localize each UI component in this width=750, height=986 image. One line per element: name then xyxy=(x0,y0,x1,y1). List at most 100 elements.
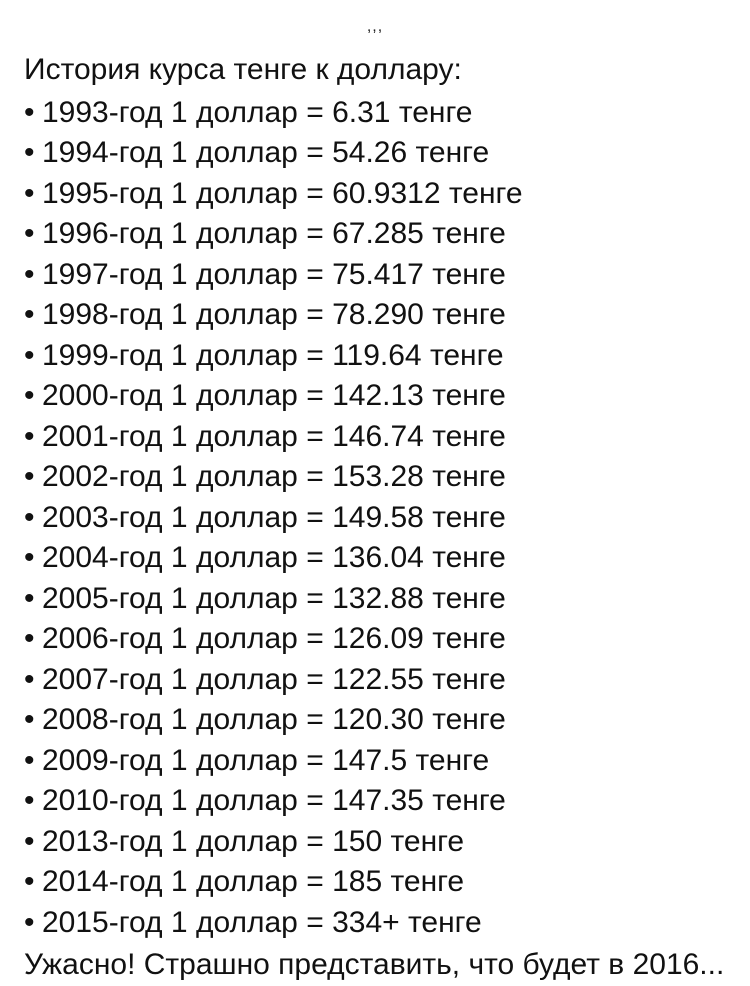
one-label: 1 xyxy=(171,582,188,615)
equals-sign: = xyxy=(306,501,324,534)
rate-item: 2001-год 1 доллар = 146.74 тенге xyxy=(24,417,726,458)
one-label: 1 xyxy=(171,663,188,696)
year-suffix: -год xyxy=(109,217,163,250)
rate-year: 2000 xyxy=(42,379,109,412)
rate-year: 2005 xyxy=(42,582,109,615)
rate-year: 2010 xyxy=(42,784,109,817)
unit-to: тенге xyxy=(432,663,506,696)
rate-year: 2003 xyxy=(42,501,109,534)
one-label: 1 xyxy=(171,379,188,412)
one-label: 1 xyxy=(171,217,188,250)
one-label: 1 xyxy=(171,622,188,655)
unit-from: доллар xyxy=(196,582,298,615)
unit-from: доллар xyxy=(196,622,298,655)
rate-item: 2005-год 1 доллар = 132.88 тенге xyxy=(24,579,726,620)
year-suffix: -год xyxy=(109,177,163,210)
rate-item: 2010-год 1 доллар = 147.35 тенге xyxy=(24,781,726,822)
equals-sign: = xyxy=(306,420,324,453)
rate-item: 1998-год 1 доллар = 78.290 тенге xyxy=(24,295,726,336)
rate-year: 1994 xyxy=(42,136,109,169)
equals-sign: = xyxy=(306,217,324,250)
rate-year: 2014 xyxy=(42,865,109,898)
rate-year: 2015 xyxy=(42,906,109,939)
rate-item: 1993-год 1 доллар = 6.31 тенге xyxy=(24,93,726,134)
unit-to: тенге xyxy=(432,784,506,817)
rate-value: 150 xyxy=(332,825,382,858)
rate-item: 2002-год 1 доллар = 153.28 тенге xyxy=(24,457,726,498)
unit-to: тенге xyxy=(432,501,506,534)
rate-value: 136.04 xyxy=(332,541,424,574)
rate-value: 78.290 xyxy=(332,298,424,331)
equals-sign: = xyxy=(306,136,324,169)
one-label: 1 xyxy=(171,906,188,939)
rate-item: 1999-год 1 доллар = 119.64 тенге xyxy=(24,336,726,377)
rate-item: 1995-год 1 доллар = 60.9312 тенге xyxy=(24,174,726,215)
equals-sign: = xyxy=(306,622,324,655)
unit-from: доллар xyxy=(196,744,298,777)
unit-to: тенге xyxy=(432,541,506,574)
rate-item: 1994-год 1 доллар = 54.26 тенге xyxy=(24,133,726,174)
equals-sign: = xyxy=(306,177,324,210)
equals-sign: = xyxy=(306,663,324,696)
rate-item: 2004-год 1 доллар = 136.04 тенге xyxy=(24,538,726,579)
rate-year: 2007 xyxy=(42,663,109,696)
rate-value: 185 xyxy=(332,865,382,898)
year-suffix: -год xyxy=(109,663,163,696)
unit-from: доллар xyxy=(196,96,298,129)
year-suffix: -год xyxy=(109,825,163,858)
unit-from: доллар xyxy=(196,825,298,858)
year-suffix: -год xyxy=(109,136,163,169)
rate-value: 54.26 xyxy=(332,136,407,169)
year-suffix: -год xyxy=(109,501,163,534)
year-suffix: -год xyxy=(109,339,163,372)
one-label: 1 xyxy=(171,744,188,777)
rate-year: 1997 xyxy=(42,258,109,291)
rate-value: 119.64 xyxy=(332,339,422,372)
year-suffix: -год xyxy=(109,460,163,493)
rate-year: 2013 xyxy=(42,825,109,858)
one-label: 1 xyxy=(171,541,188,574)
equals-sign: = xyxy=(306,541,324,574)
unit-to: тенге xyxy=(432,258,506,291)
equals-sign: = xyxy=(306,258,324,291)
rate-value: 334+ xyxy=(332,906,400,939)
unit-from: доллар xyxy=(196,703,298,736)
unit-to: тенге xyxy=(430,339,504,372)
unit-to: тенге xyxy=(432,582,506,615)
rate-item: 1996-год 1 доллар = 67.285 тенге xyxy=(24,214,726,255)
unit-from: доллар xyxy=(196,298,298,331)
unit-to: тенге xyxy=(449,177,523,210)
unit-to: тенге xyxy=(432,703,506,736)
rate-item: 2006-год 1 доллар = 126.09 тенге xyxy=(24,619,726,660)
unit-to: тенге xyxy=(416,744,490,777)
rate-value: 147.35 xyxy=(332,784,424,817)
rate-year: 1995 xyxy=(42,177,109,210)
rate-year: 1996 xyxy=(42,217,109,250)
equals-sign: = xyxy=(306,906,324,939)
rate-list: 1993-год 1 доллар = 6.31 тенге1994-год 1… xyxy=(24,93,726,944)
rate-value: 120.30 xyxy=(332,703,424,736)
one-label: 1 xyxy=(171,339,188,372)
unit-to: тенге xyxy=(432,298,506,331)
rate-value: 146.74 xyxy=(332,420,424,453)
unit-to: тенге xyxy=(416,136,490,169)
rate-year: 2004 xyxy=(42,541,109,574)
unit-from: доллар xyxy=(196,217,298,250)
rate-year: 2002 xyxy=(42,460,109,493)
equals-sign: = xyxy=(306,865,324,898)
unit-from: доллар xyxy=(196,906,298,939)
rate-year: 1993 xyxy=(42,96,109,129)
rate-item: 2009-год 1 доллар = 147.5 тенге xyxy=(24,741,726,782)
rate-value: 132.88 xyxy=(332,582,424,615)
unit-to: тенге xyxy=(432,460,506,493)
unit-to: тенге xyxy=(432,379,506,412)
year-suffix: -год xyxy=(109,96,163,129)
rate-value: 60.9312 xyxy=(332,177,440,210)
one-label: 1 xyxy=(171,96,188,129)
unit-from: доллар xyxy=(196,136,298,169)
unit-from: доллар xyxy=(196,501,298,534)
equals-sign: = xyxy=(306,825,324,858)
one-label: 1 xyxy=(171,177,188,210)
rate-value: 126.09 xyxy=(332,622,424,655)
year-suffix: -год xyxy=(109,420,163,453)
